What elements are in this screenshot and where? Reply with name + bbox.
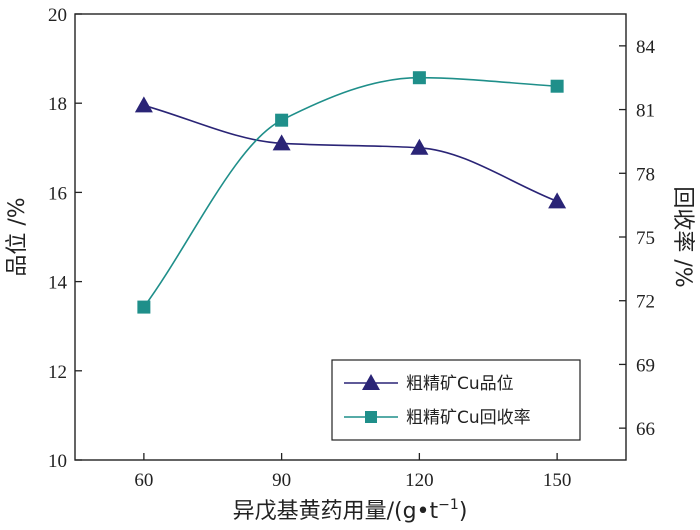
right-tick-label: 72 — [636, 292, 655, 313]
data-point-recovery — [275, 113, 289, 127]
legend-marker-grade — [362, 374, 380, 390]
left-axis-title: 品位 /% — [5, 197, 30, 276]
x-tick-label: 60 — [134, 470, 153, 491]
series-line-grade — [143, 104, 558, 203]
data-point-grade — [272, 134, 291, 151]
right-tick-label: 78 — [636, 164, 655, 185]
x-tick-label: 90 — [272, 470, 291, 491]
left-tick-label: 12 — [48, 362, 67, 383]
x-axis-ticks: 60 90 120 150 — [134, 453, 571, 491]
right-tick-label: 66 — [636, 419, 655, 440]
series-line-recovery — [143, 76, 558, 308]
right-tick-label: 81 — [636, 101, 655, 122]
data-point-grade — [410, 138, 429, 155]
x-tick-label: 120 — [405, 470, 434, 491]
right-tick-label: 75 — [636, 228, 655, 249]
right-axis-ticks: 66 69 72 75 78 81 84 — [619, 37, 656, 440]
data-point-recovery — [412, 71, 426, 85]
legend-box — [331, 359, 581, 441]
x-tick-label: 150 — [543, 470, 572, 491]
series-layer — [134, 71, 567, 314]
legend: 粗精矿Cu品位 粗精矿Cu回收率 — [331, 359, 581, 441]
data-point-recovery — [550, 79, 564, 93]
right-tick-label: 84 — [636, 37, 656, 58]
left-tick-label: 16 — [48, 183, 67, 204]
data-point-grade — [134, 96, 153, 113]
right-axis-title: 回收率 /% — [670, 186, 695, 287]
legend-label-grade: 粗精矿Cu品位 — [406, 374, 514, 394]
right-tick-label: 69 — [636, 355, 655, 376]
left-tick-label: 20 — [48, 5, 67, 26]
left-tick-label: 14 — [48, 273, 68, 294]
left-tick-label: 18 — [48, 94, 67, 115]
legend-label-recovery: 粗精矿Cu回收率 — [406, 408, 531, 428]
x-axis-title: 异戊基黄药用量/(g•t−1) — [233, 497, 468, 524]
data-point-grade — [548, 192, 567, 209]
left-tick-label: 10 — [48, 451, 67, 472]
data-point-recovery — [137, 300, 151, 314]
legend-marker-recovery — [365, 411, 377, 423]
left-axis-ticks: 10 12 14 16 18 20 — [48, 5, 82, 472]
